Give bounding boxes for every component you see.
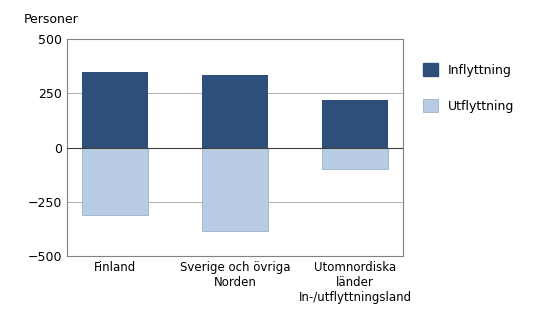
Bar — [322, 100, 388, 148]
Bar — [322, 148, 388, 169]
Bar — [202, 148, 268, 231]
Text: Personer: Personer — [24, 13, 78, 26]
Bar — [202, 75, 268, 148]
Legend: Inflyttning, Utflyttning: Inflyttning, Utflyttning — [423, 63, 514, 113]
Bar — [82, 72, 148, 148]
Bar — [82, 148, 148, 215]
